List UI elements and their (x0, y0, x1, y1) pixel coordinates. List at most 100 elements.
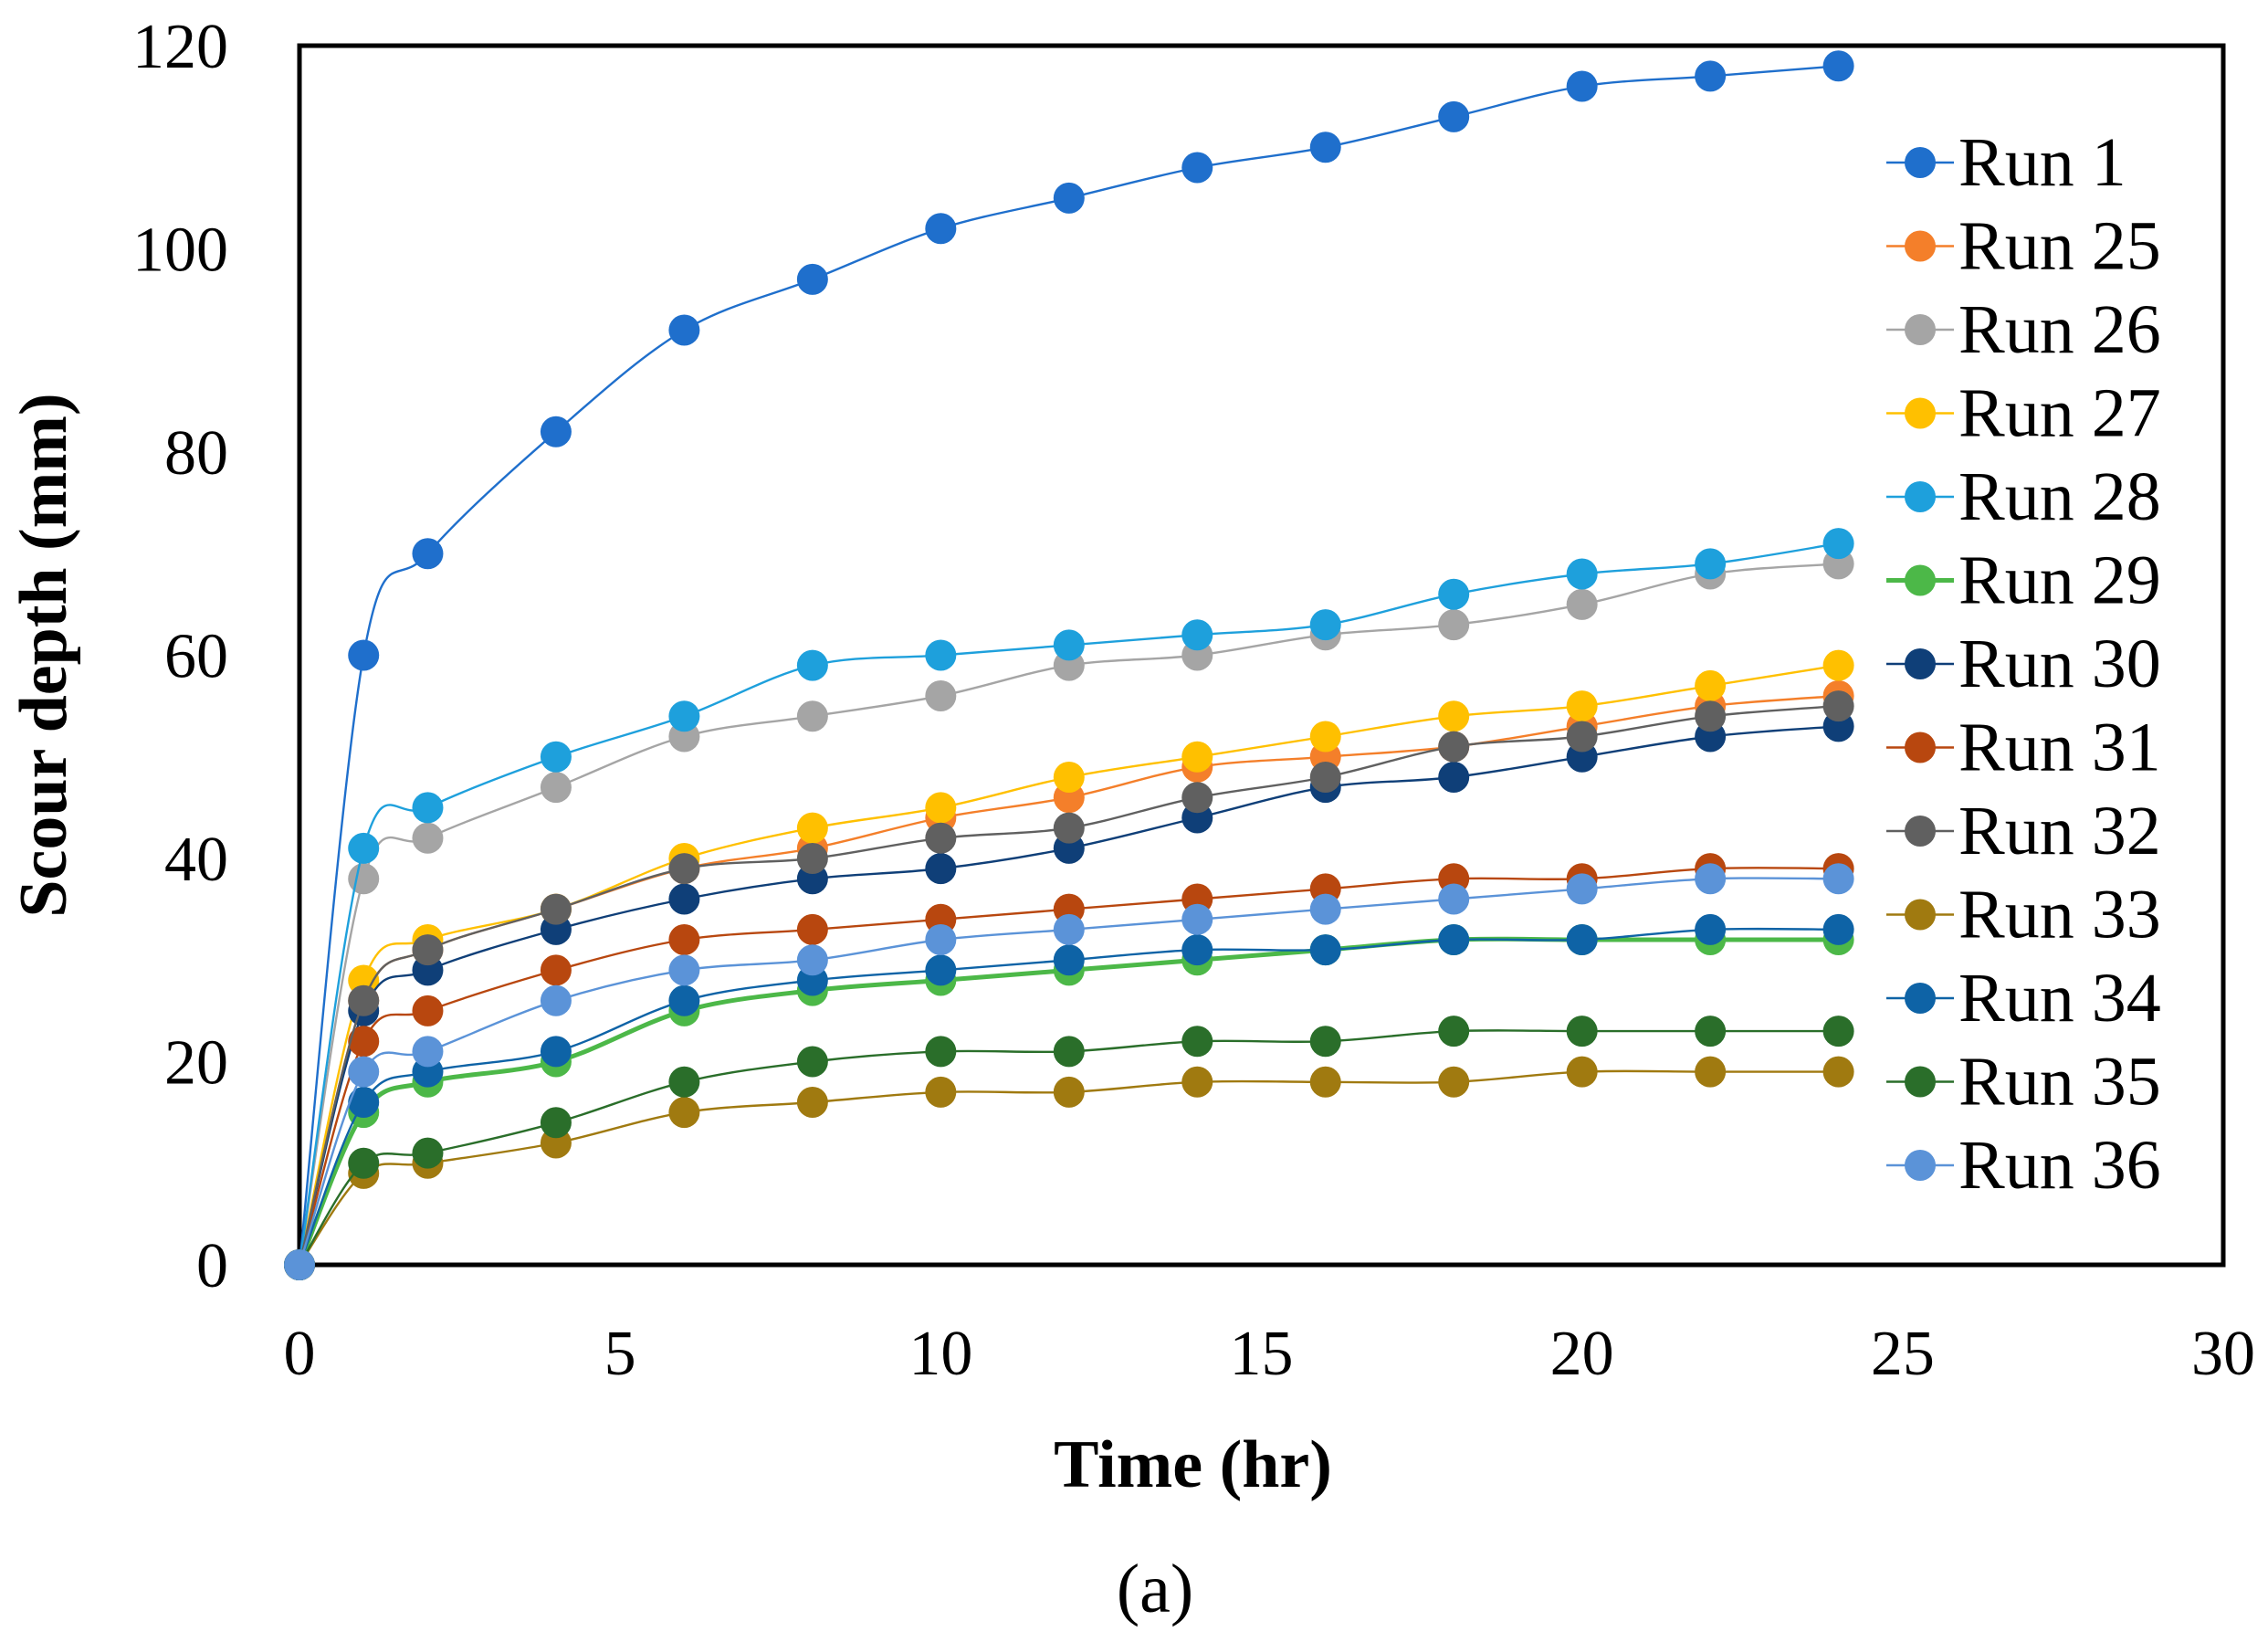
data-point (796, 263, 828, 295)
data-point (796, 1046, 828, 1078)
legend-marker (1905, 816, 1936, 847)
data-point (1695, 60, 1727, 92)
data-point (1822, 528, 1854, 560)
data-point (412, 934, 444, 966)
data-point (925, 954, 957, 986)
data-point (348, 1147, 380, 1179)
data-point (1822, 1016, 1854, 1047)
data-point (1822, 1056, 1854, 1088)
series-line (298, 65, 1839, 1266)
data-point (1181, 1026, 1213, 1058)
data-point (668, 314, 700, 346)
data-point (1438, 609, 1470, 641)
data-point (1822, 50, 1854, 82)
legend-marker (1905, 732, 1936, 763)
data-point (1438, 1016, 1470, 1047)
x-tick-label: 0 (284, 1319, 316, 1389)
legend-item: Run 31 (1886, 710, 2161, 786)
data-point (412, 792, 444, 824)
legend-label: Run 34 (1958, 960, 2161, 1037)
legend-label: Run 30 (1958, 626, 2161, 702)
data-point (796, 812, 828, 844)
data-point (1053, 944, 1085, 976)
data-point (925, 853, 957, 885)
data-point (668, 853, 700, 885)
legend-item: Run 34 (1886, 960, 2161, 1037)
x-axis-ticks: 0 5 10 15 20 25 30 (284, 1319, 2256, 1389)
data-point (1053, 182, 1085, 214)
data-point (540, 772, 572, 804)
data-point (1822, 649, 1854, 681)
legend-item: Run 36 (1886, 1127, 2161, 1204)
data-point (1309, 1066, 1341, 1098)
legend-item: Run 28 (1886, 458, 2161, 535)
legend-marker (1905, 1150, 1936, 1181)
data-point (668, 1066, 700, 1098)
data-point (1438, 700, 1470, 732)
legend-item: Run 1 (1886, 124, 2126, 201)
series-run-1 (284, 50, 1854, 1280)
data-point (1309, 934, 1341, 966)
data-point (1309, 132, 1341, 163)
data-point (540, 1036, 572, 1068)
x-tick-label: 5 (604, 1319, 636, 1389)
data-point (1822, 913, 1854, 945)
data-point (668, 1097, 700, 1129)
legend-item: Run 30 (1886, 626, 2161, 702)
x-tick-label: 10 (908, 1319, 972, 1389)
data-point (1053, 629, 1085, 661)
x-tick-label: 20 (1550, 1319, 1614, 1389)
legend-label: Run 29 (1958, 542, 2161, 619)
series-layer (284, 50, 1854, 1280)
data-point (925, 1076, 957, 1108)
y-tick-label: 20 (164, 1028, 228, 1099)
data-point (540, 741, 572, 773)
data-point (1438, 883, 1470, 915)
data-point (925, 639, 957, 671)
legend-label: Run 26 (1958, 291, 2161, 368)
data-point (1438, 578, 1470, 610)
data-point (1309, 609, 1341, 641)
panel-label: (a) (1117, 1551, 1193, 1627)
data-point (1309, 762, 1341, 793)
data-point (540, 1107, 572, 1139)
data-point (1181, 152, 1213, 184)
data-point (1181, 934, 1213, 966)
data-point (348, 863, 380, 895)
data-point (1438, 924, 1470, 955)
legend-marker (1905, 983, 1936, 1014)
data-point (1822, 863, 1854, 895)
data-point (1053, 913, 1085, 945)
data-point (1309, 893, 1341, 925)
y-axis-ticks: 0 20 40 60 80 100 120 (132, 12, 228, 1301)
series-run-28 (284, 528, 1854, 1280)
data-point (1695, 913, 1727, 945)
data-point (540, 416, 572, 447)
data-point (1695, 1016, 1727, 1047)
data-point (412, 1137, 444, 1169)
data-point (412, 1036, 444, 1068)
legend-label: Run 33 (1958, 877, 2161, 953)
legend-item: Run 29 (1886, 542, 2161, 619)
data-point (925, 680, 957, 711)
series-run-35 (284, 1016, 1854, 1280)
data-point (412, 822, 444, 854)
data-point (668, 984, 700, 1016)
data-point (1566, 721, 1598, 753)
x-axis-title: Time (hr) (1054, 1427, 1332, 1502)
data-point (1566, 924, 1598, 955)
series-run-33 (284, 1056, 1854, 1280)
data-point (1181, 619, 1213, 651)
data-point (1438, 1066, 1470, 1098)
data-point (1181, 782, 1213, 814)
data-point (1053, 1036, 1085, 1068)
data-point (796, 1087, 828, 1118)
data-point (540, 893, 572, 925)
y-tick-label: 120 (132, 12, 228, 82)
data-point (1438, 100, 1470, 132)
legend-item: Run 26 (1886, 291, 2161, 368)
series-run-34 (284, 913, 1854, 1280)
legend-label: Run 36 (1958, 1127, 2161, 1204)
